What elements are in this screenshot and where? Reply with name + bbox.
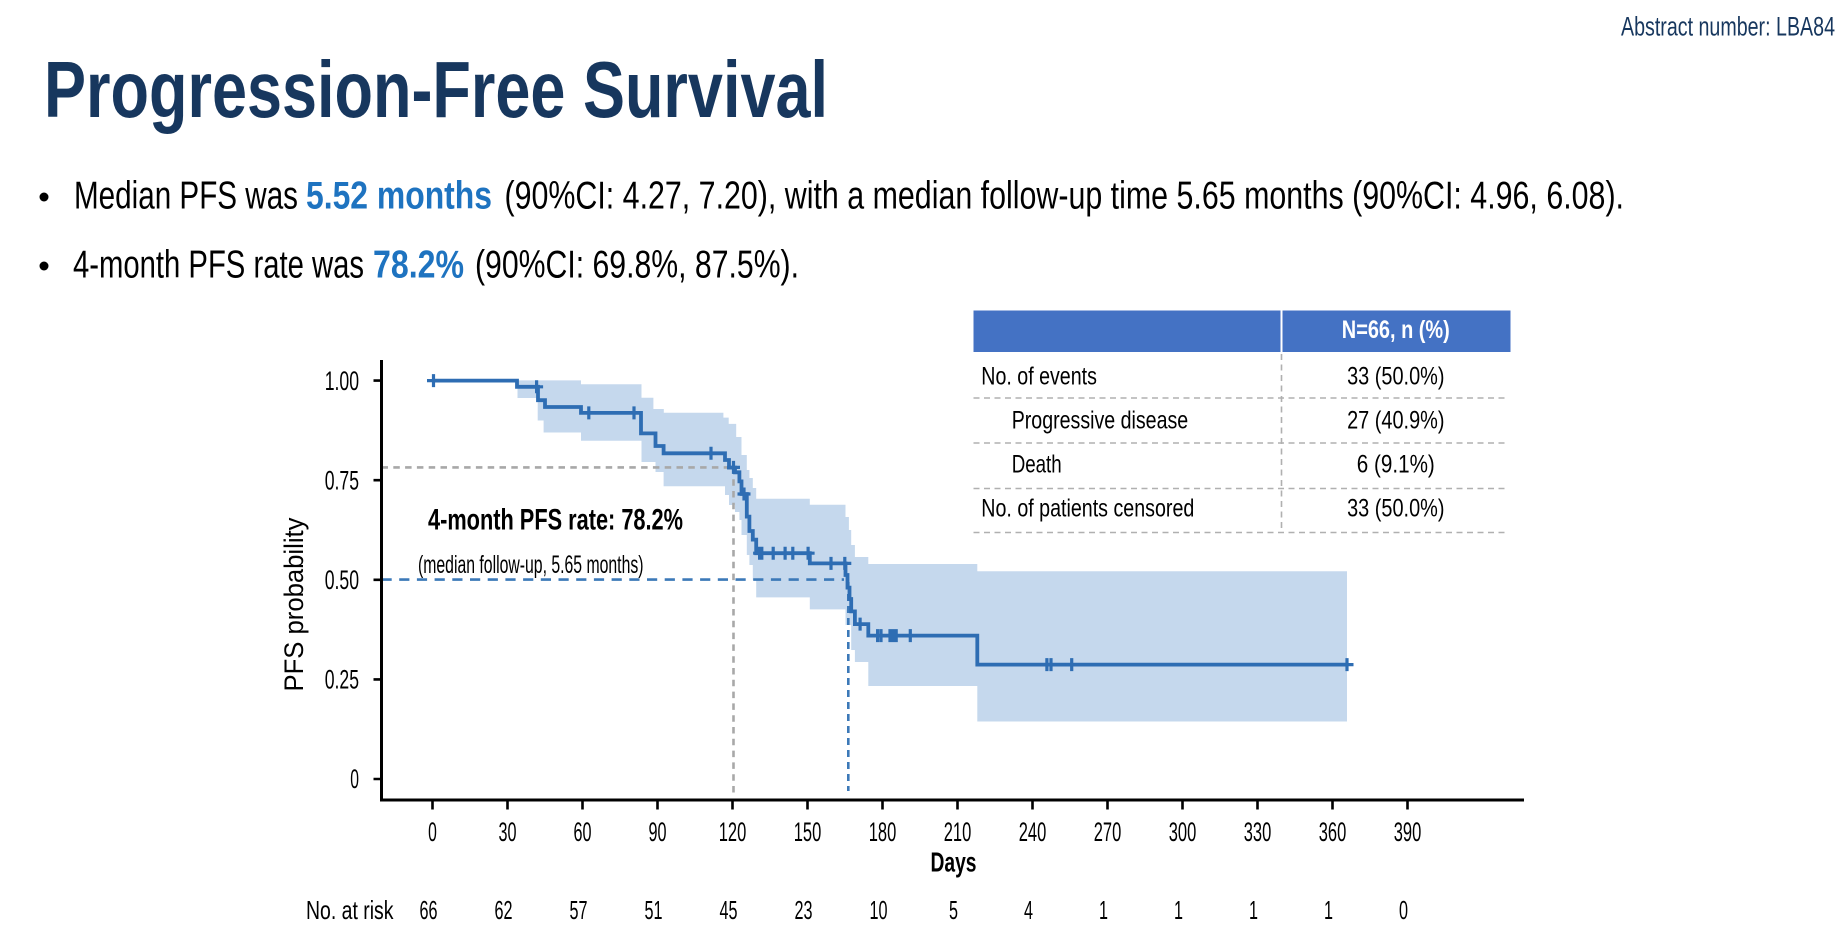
svg-text:300: 300 bbox=[1169, 817, 1197, 847]
svg-text:(90%CI: 4.27, 7.20), with a me: (90%CI: 4.27, 7.20), with a median follo… bbox=[505, 175, 1625, 218]
svg-text:4-month PFS rate was: 4-month PFS rate was bbox=[73, 244, 364, 287]
svg-text:180: 180 bbox=[869, 817, 897, 847]
svg-text:6 (9.1%): 6 (9.1%) bbox=[1357, 451, 1435, 479]
svg-text:PFS probability: PFS probability bbox=[279, 517, 309, 692]
svg-text:60: 60 bbox=[574, 817, 592, 847]
svg-text:1: 1 bbox=[1174, 895, 1183, 925]
svg-text:90: 90 bbox=[649, 817, 667, 847]
svg-text:360: 360 bbox=[1319, 817, 1347, 847]
svg-text:120: 120 bbox=[719, 817, 747, 847]
svg-text:33 (50.0%): 33 (50.0%) bbox=[1347, 495, 1444, 523]
svg-text:0.50: 0.50 bbox=[325, 565, 359, 595]
svg-text:0: 0 bbox=[350, 764, 359, 794]
svg-text:5.52 months: 5.52 months bbox=[306, 175, 492, 218]
svg-text:62: 62 bbox=[495, 895, 513, 925]
svg-text:Progressive disease: Progressive disease bbox=[1012, 407, 1188, 435]
svg-text:Progression-Free Survival: Progression-Free Survival bbox=[44, 45, 828, 134]
svg-text:66: 66 bbox=[420, 895, 438, 925]
svg-text:No. at risk: No. at risk bbox=[306, 895, 394, 925]
svg-text:150: 150 bbox=[794, 817, 822, 847]
svg-text:0: 0 bbox=[1399, 895, 1408, 925]
svg-text:45: 45 bbox=[720, 895, 738, 925]
svg-text:78.2%: 78.2% bbox=[373, 244, 464, 287]
svg-text:10: 10 bbox=[870, 895, 888, 925]
svg-text:N=66, n (%): N=66, n (%) bbox=[1342, 316, 1450, 344]
svg-text:0.25: 0.25 bbox=[325, 665, 359, 695]
svg-text:Days: Days bbox=[931, 847, 977, 878]
svg-text:390: 390 bbox=[1394, 817, 1422, 847]
svg-text:330: 330 bbox=[1244, 817, 1272, 847]
svg-text:27 (40.9%): 27 (40.9%) bbox=[1347, 407, 1444, 435]
svg-text:1: 1 bbox=[1099, 895, 1108, 925]
svg-text:(median follow-up, 5.65 months: (median follow-up, 5.65 months) bbox=[418, 551, 644, 579]
svg-text:4: 4 bbox=[1024, 895, 1033, 925]
svg-text:(90%CI: 69.8%, 87.5%).: (90%CI: 69.8%, 87.5%). bbox=[475, 244, 799, 287]
svg-text:270: 270 bbox=[1094, 817, 1122, 847]
svg-text:5: 5 bbox=[949, 895, 958, 925]
svg-text:4-month PFS rate: 78.2%: 4-month PFS rate: 78.2% bbox=[428, 504, 683, 537]
svg-text:Abstract number: LBA84: Abstract number: LBA84 bbox=[1621, 12, 1835, 42]
svg-text:1.00: 1.00 bbox=[325, 366, 359, 396]
svg-text:30: 30 bbox=[499, 817, 517, 847]
svg-text:240: 240 bbox=[1019, 817, 1047, 847]
svg-text:0: 0 bbox=[428, 817, 437, 847]
svg-text:Death: Death bbox=[1012, 451, 1062, 479]
svg-text:51: 51 bbox=[645, 895, 663, 925]
svg-text:57: 57 bbox=[570, 895, 588, 925]
svg-text:1: 1 bbox=[1324, 895, 1333, 925]
svg-text:23: 23 bbox=[795, 895, 813, 925]
svg-text:Median PFS was: Median PFS was bbox=[74, 175, 298, 218]
svg-text:33 (50.0%): 33 (50.0%) bbox=[1347, 362, 1444, 390]
svg-text:No. of events: No. of events bbox=[981, 362, 1097, 390]
svg-text:0.75: 0.75 bbox=[325, 465, 359, 495]
svg-text:1: 1 bbox=[1249, 895, 1258, 925]
svg-text:210: 210 bbox=[944, 817, 972, 847]
svg-text:No. of patients censored: No. of patients censored bbox=[981, 495, 1194, 523]
